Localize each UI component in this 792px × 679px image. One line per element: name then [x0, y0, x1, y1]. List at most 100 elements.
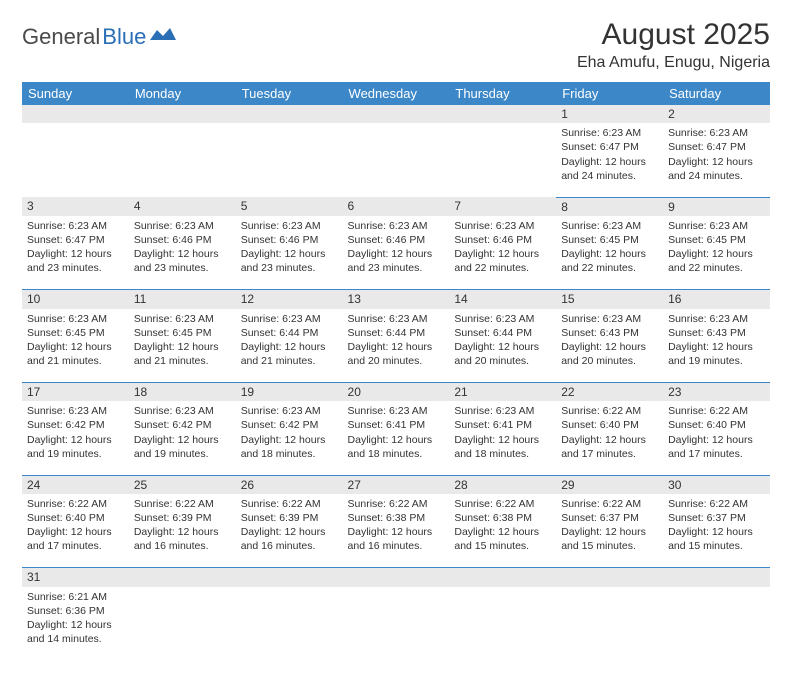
day-number: 13: [348, 292, 361, 306]
day-detail-cell: [129, 123, 236, 197]
day-detail-cell: [449, 587, 556, 661]
day-number-cell: 31: [22, 568, 129, 587]
day-detail-cell: Sunrise: 6:23 AMSunset: 6:44 PMDaylight:…: [236, 309, 343, 383]
day-number-cell: [129, 568, 236, 587]
daylight-text: Daylight: 12 hours and 24 minutes.: [668, 155, 765, 183]
date-row: 17181920212223: [22, 383, 770, 402]
sunset-text: Sunset: 6:42 PM: [134, 418, 231, 432]
sunrise-text: Sunrise: 6:23 AM: [454, 312, 551, 326]
day-number-cell: 10: [22, 290, 129, 309]
sunrise-text: Sunrise: 6:22 AM: [241, 497, 338, 511]
day-number-cell: 12: [236, 290, 343, 309]
day-detail-cell: [556, 587, 663, 661]
sunset-text: Sunset: 6:45 PM: [134, 326, 231, 340]
sunset-text: Sunset: 6:47 PM: [27, 233, 124, 247]
day-number: 21: [454, 385, 467, 399]
logo: GeneralBlue: [22, 18, 176, 50]
sunrise-text: Sunrise: 6:23 AM: [348, 312, 445, 326]
daylight-text: Daylight: 12 hours and 20 minutes.: [454, 340, 551, 368]
day-number: 11: [134, 292, 146, 306]
weekday-header: Thursday: [449, 82, 556, 105]
sunset-text: Sunset: 6:40 PM: [27, 511, 124, 525]
day-number: 27: [348, 478, 361, 492]
day-number: 17: [27, 385, 40, 399]
weekday-header: Saturday: [663, 82, 770, 105]
day-number-cell: [449, 105, 556, 123]
day-number-cell: [22, 105, 129, 123]
sunrise-text: Sunrise: 6:23 AM: [27, 219, 124, 233]
date-row: 24252627282930: [22, 475, 770, 494]
day-number: 25: [134, 478, 147, 492]
sunrise-text: Sunrise: 6:23 AM: [348, 404, 445, 418]
date-row: 10111213141516: [22, 290, 770, 309]
sunrise-text: Sunrise: 6:22 AM: [668, 404, 765, 418]
day-number: 6: [348, 199, 355, 213]
page-subtitle: Eha Amufu, Enugu, Nigeria: [577, 54, 770, 72]
sunset-text: Sunset: 6:36 PM: [27, 604, 124, 618]
day-number-cell: 3: [22, 197, 129, 216]
day-detail-cell: [129, 587, 236, 661]
day-number: 7: [454, 199, 461, 213]
sunset-text: Sunset: 6:37 PM: [561, 511, 658, 525]
weekday-header: Tuesday: [236, 82, 343, 105]
sunset-text: Sunset: 6:44 PM: [348, 326, 445, 340]
day-number-cell: 2: [663, 105, 770, 123]
sunset-text: Sunset: 6:43 PM: [668, 326, 765, 340]
daylight-text: Daylight: 12 hours and 21 minutes.: [134, 340, 231, 368]
day-number: 26: [241, 478, 254, 492]
sunrise-text: Sunrise: 6:23 AM: [561, 126, 658, 140]
sunrise-text: Sunrise: 6:23 AM: [241, 404, 338, 418]
sunset-text: Sunset: 6:47 PM: [668, 140, 765, 154]
detail-row: Sunrise: 6:23 AMSunset: 6:47 PMDaylight:…: [22, 123, 770, 197]
day-number-cell: 1: [556, 105, 663, 123]
day-detail-cell: Sunrise: 6:23 AMSunset: 6:43 PMDaylight:…: [556, 309, 663, 383]
sunrise-text: Sunrise: 6:23 AM: [668, 219, 765, 233]
day-number-cell: [343, 568, 450, 587]
day-detail-cell: Sunrise: 6:23 AMSunset: 6:42 PMDaylight:…: [22, 401, 129, 475]
daylight-text: Daylight: 12 hours and 22 minutes.: [668, 247, 765, 275]
day-detail-cell: Sunrise: 6:23 AMSunset: 6:42 PMDaylight:…: [129, 401, 236, 475]
sunrise-text: Sunrise: 6:23 AM: [27, 404, 124, 418]
day-number: 16: [668, 292, 681, 306]
daylight-text: Daylight: 12 hours and 15 minutes.: [561, 525, 658, 553]
sunset-text: Sunset: 6:41 PM: [348, 418, 445, 432]
day-detail-cell: [236, 123, 343, 197]
sunset-text: Sunset: 6:42 PM: [27, 418, 124, 432]
daylight-text: Daylight: 12 hours and 16 minutes.: [348, 525, 445, 553]
daylight-text: Daylight: 12 hours and 16 minutes.: [241, 525, 338, 553]
sunset-text: Sunset: 6:42 PM: [241, 418, 338, 432]
day-number: 30: [668, 478, 681, 492]
day-detail-cell: [22, 123, 129, 197]
day-detail-cell: Sunrise: 6:23 AMSunset: 6:43 PMDaylight:…: [663, 309, 770, 383]
daylight-text: Daylight: 12 hours and 20 minutes.: [561, 340, 658, 368]
day-number-cell: 19: [236, 383, 343, 402]
day-number: 4: [134, 199, 141, 213]
day-number-cell: [663, 568, 770, 587]
day-detail-cell: Sunrise: 6:22 AMSunset: 6:38 PMDaylight:…: [343, 494, 450, 568]
weekday-header: Wednesday: [343, 82, 450, 105]
sunset-text: Sunset: 6:41 PM: [454, 418, 551, 432]
daylight-text: Daylight: 12 hours and 23 minutes.: [241, 247, 338, 275]
day-number-cell: [129, 105, 236, 123]
flag-icon: [150, 24, 176, 50]
sunrise-text: Sunrise: 6:22 AM: [561, 404, 658, 418]
daylight-text: Daylight: 12 hours and 17 minutes.: [561, 433, 658, 461]
day-number-cell: 29: [556, 475, 663, 494]
day-number-cell: 26: [236, 475, 343, 494]
sunset-text: Sunset: 6:39 PM: [241, 511, 338, 525]
detail-row: Sunrise: 6:23 AMSunset: 6:47 PMDaylight:…: [22, 216, 770, 290]
day-number: 9: [668, 200, 675, 214]
sunset-text: Sunset: 6:47 PM: [561, 140, 658, 154]
sunset-text: Sunset: 6:37 PM: [668, 511, 765, 525]
day-number-cell: [236, 568, 343, 587]
day-detail-cell: Sunrise: 6:23 AMSunset: 6:47 PMDaylight:…: [22, 216, 129, 290]
day-number: 12: [241, 292, 254, 306]
daylight-text: Daylight: 12 hours and 20 minutes.: [348, 340, 445, 368]
daylight-text: Daylight: 12 hours and 17 minutes.: [668, 433, 765, 461]
sunrise-text: Sunrise: 6:23 AM: [561, 312, 658, 326]
day-detail-cell: [449, 123, 556, 197]
sunrise-text: Sunrise: 6:23 AM: [454, 219, 551, 233]
day-number-cell: 4: [129, 197, 236, 216]
day-number: 15: [561, 292, 574, 306]
title-block: August 2025 Eha Amufu, Enugu, Nigeria: [577, 18, 770, 72]
